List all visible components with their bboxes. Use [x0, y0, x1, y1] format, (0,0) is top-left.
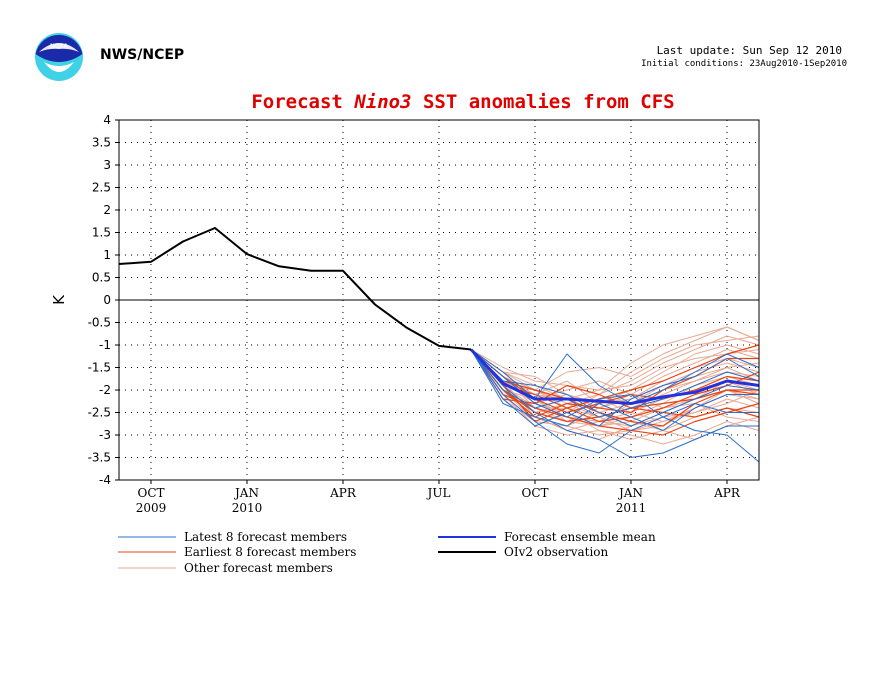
- latest-member-line: [470, 349, 759, 431]
- y-tick-label: -1.5: [88, 361, 111, 375]
- x-tick-label: APR: [713, 486, 741, 500]
- y-tick-label: 0.5: [92, 271, 111, 285]
- initial-conditions-text: Initial conditions: 23Aug2010-1Sep2010: [641, 59, 847, 69]
- y-tick-label: 0: [103, 293, 111, 307]
- chart-title-part-3: SST anomalies from CFS: [412, 91, 675, 113]
- x-tick-year-label: 2009: [136, 501, 167, 515]
- main-series-group: [118, 227, 760, 405]
- y-tick-label: 2.5: [92, 181, 111, 195]
- legend-label: OIv2 observation: [504, 545, 609, 559]
- y-tick-label: 4: [103, 113, 111, 127]
- y-tick-label: 1: [103, 248, 111, 262]
- y-tick-label: -2.5: [88, 406, 111, 420]
- noaa-logo-lettering: NOAA: [50, 44, 68, 50]
- legend-label: Latest 8 forecast members: [184, 530, 347, 544]
- x-tick-year-label: 2011: [616, 501, 647, 515]
- y-tick-label: 3: [103, 158, 111, 172]
- latest-member-line: [470, 349, 760, 404]
- other-member-line: [470, 349, 760, 427]
- y-tick-label: -2: [99, 383, 111, 397]
- x-tick-label: APR: [329, 486, 357, 500]
- latest-member-line: [470, 349, 760, 427]
- chart-title-part-1: Forecast: [251, 91, 354, 113]
- ensemble-mean-line: [469, 348, 760, 405]
- x-tick-year-label: 2010: [232, 501, 263, 515]
- y-tick-label: 3.5: [92, 136, 111, 150]
- y-axis-label: K: [50, 294, 68, 305]
- y-tick-labels: 4 3.5 3 2.5 2 1.5 1 0.5 0 -0.5 -1 -1.5 -2 -2.5 -3 -3.5 -…: [88, 113, 119, 487]
- y-tick-label: -3.5: [88, 451, 111, 465]
- legend-label: Earliest 8 forecast members: [184, 545, 356, 559]
- x-tick-label: OCT: [521, 486, 548, 500]
- latest-members-group: [470, 349, 760, 463]
- y-tick-label: -3: [99, 428, 111, 442]
- observation-line: [118, 227, 472, 351]
- x-tick-label: JUL: [426, 486, 451, 500]
- y-tick-label: -1: [99, 338, 111, 352]
- other-member-line: [470, 349, 760, 400]
- noaa-logo: NOAA: [35, 33, 83, 81]
- earliest-member-line: [470, 349, 760, 414]
- y-tick-label: 1.5: [92, 226, 111, 240]
- agency-label: NWS/NCEP: [100, 47, 185, 63]
- chart-title: Forecast Nino3 SST anomalies from CFS: [251, 91, 674, 113]
- y-tick-label: -0.5: [88, 316, 111, 330]
- x-tick-label: JAN: [617, 486, 643, 500]
- grid-lines: [119, 120, 759, 480]
- plot-frame: [118, 119, 760, 481]
- other-member-line: [470, 349, 760, 436]
- x-tick-label: OCT: [137, 486, 164, 500]
- x-tick-label: JAN: [233, 486, 259, 500]
- last-update-text: Last update: Sun Sep 12 2010: [656, 44, 842, 57]
- latest-member-line: [470, 349, 760, 427]
- y-tick-label: 2: [103, 203, 111, 217]
- earliest-member-line: [470, 349, 760, 436]
- legend-label: Other forecast members: [184, 561, 333, 575]
- legend-label: Forecast ensemble mean: [504, 530, 656, 544]
- y-tick-label: -4: [99, 473, 111, 487]
- chart-title-part-2: Nino3: [353, 91, 411, 113]
